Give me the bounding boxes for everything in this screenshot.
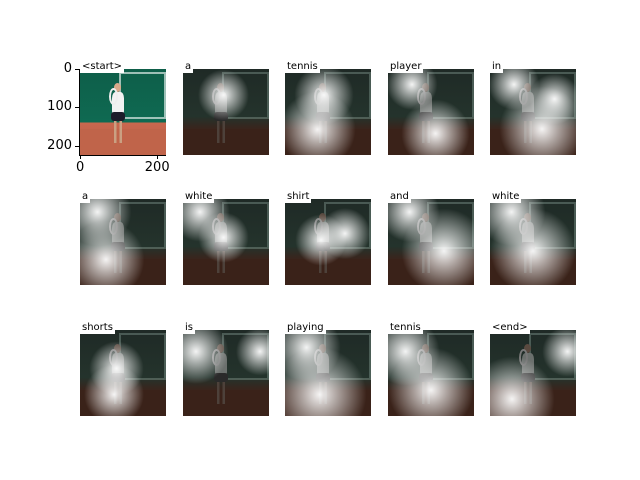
x-axis-line (80, 155, 166, 156)
tennis-photo (80, 199, 166, 285)
y-tick-mark (75, 145, 79, 147)
attention-panel (285, 330, 371, 416)
tennis-photo (285, 69, 371, 155)
attention-panel (80, 69, 166, 155)
panel-word-label: and (388, 190, 411, 203)
tennis-photo (388, 330, 474, 416)
y-axis-line (79, 69, 80, 156)
x-tick-label: 0 (76, 160, 85, 175)
y-tick-label: 200 (47, 137, 72, 153)
y-tick-label: 0 (63, 61, 72, 76)
tennis-photo (183, 69, 269, 155)
attention-panel (490, 330, 576, 416)
panel-word-label: <start> (80, 60, 125, 73)
panel-word-label: <end> (490, 321, 530, 334)
tennis-photo (80, 330, 166, 416)
panel-word-label: a (80, 190, 91, 203)
attention-panel (285, 69, 371, 155)
attention-panel (183, 330, 269, 416)
tennis-photo (388, 69, 474, 155)
y-tick-mark (75, 69, 79, 70)
panel-word-label: playing (285, 321, 326, 334)
tennis-photo (285, 330, 371, 416)
panel-word-label: shorts (80, 321, 115, 334)
attention-panel (388, 199, 474, 285)
tennis-photo (285, 199, 371, 285)
attention-panel (80, 330, 166, 416)
panel-word-label: tennis (388, 321, 423, 334)
tennis-photo (490, 199, 576, 285)
tennis-photo (80, 69, 166, 155)
attention-panel (490, 199, 576, 285)
attention-panel (183, 199, 269, 285)
panel-word-label: player (388, 60, 424, 73)
x-tick-mark (80, 155, 81, 159)
attention-panel (388, 69, 474, 155)
y-tick-label: 100 (47, 99, 72, 115)
attention-panel (388, 330, 474, 416)
tennis-photo (388, 199, 474, 285)
panel-word-label: a (183, 60, 194, 73)
panel-word-label: white (183, 190, 215, 203)
attention-panel (490, 69, 576, 155)
attention-panel (80, 199, 166, 285)
x-tick-mark (156, 155, 158, 159)
panel-word-label: is (183, 321, 195, 334)
panel-word-label: shirt (285, 190, 312, 203)
x-tick-label: 200 (144, 160, 170, 175)
panel-word-label: white (490, 190, 522, 203)
panel-word-label: tennis (285, 60, 320, 73)
y-tick-mark (75, 107, 79, 109)
tennis-photo (490, 69, 576, 155)
attention-panel (285, 199, 371, 285)
tennis-photo (490, 330, 576, 416)
tennis-photo (183, 330, 269, 416)
attention-panel (183, 69, 269, 155)
tennis-photo (183, 199, 269, 285)
panel-word-label: in (490, 60, 504, 73)
